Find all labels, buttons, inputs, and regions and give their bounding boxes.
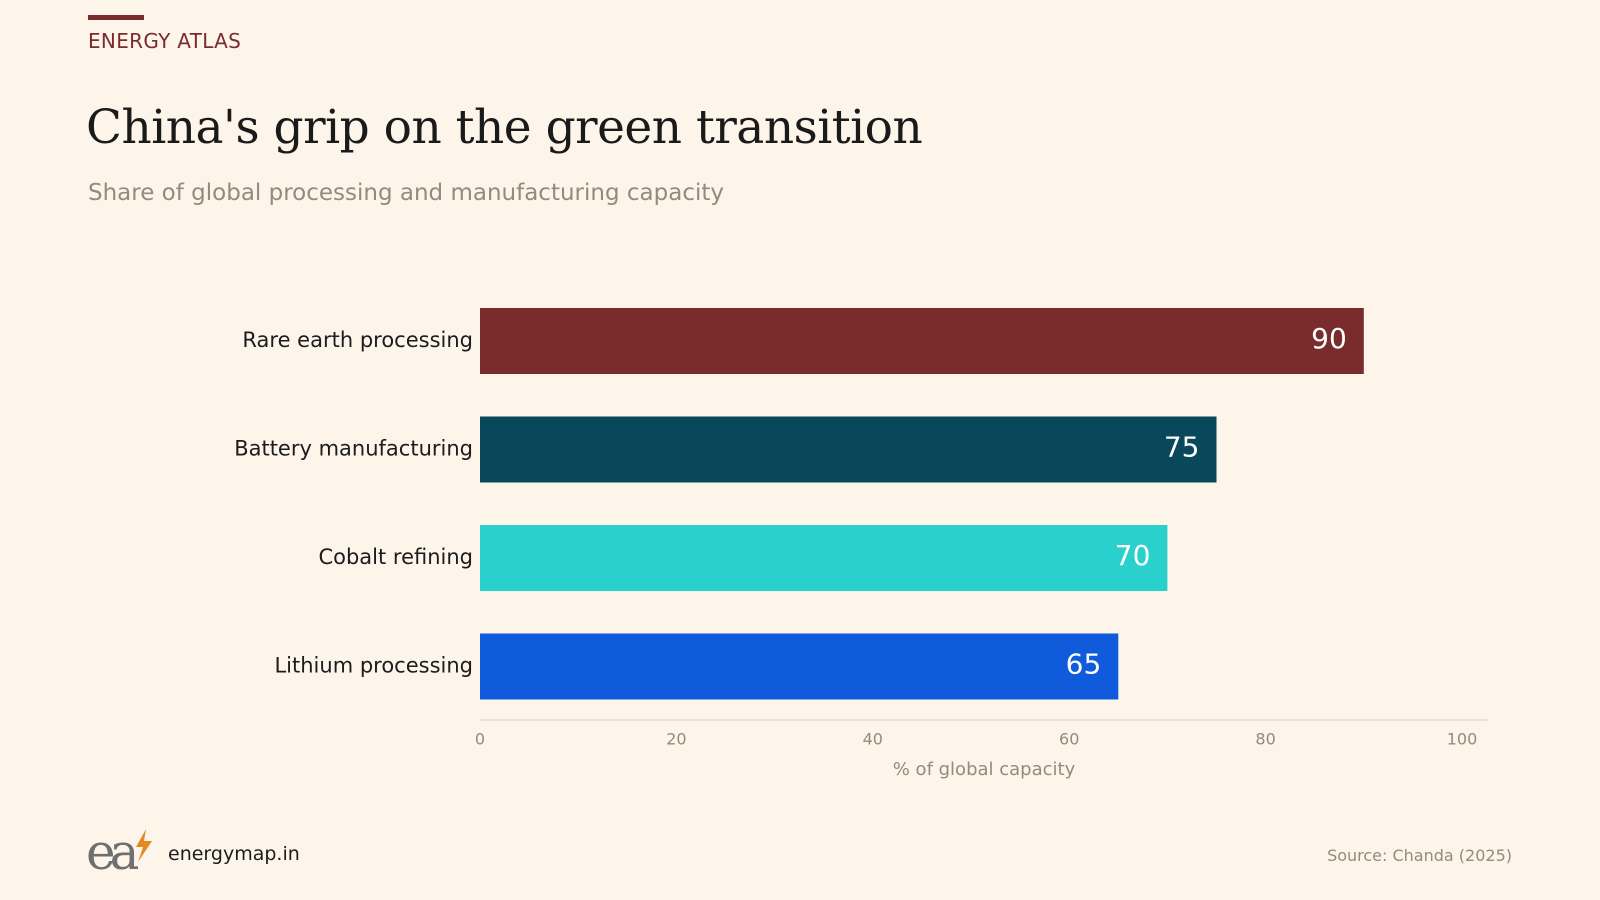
x-tick-label: 60 [1059,730,1079,749]
x-axis-title: % of global capacity [893,759,1076,780]
data-label: 90 [1311,322,1347,355]
data-label: 65 [1066,648,1102,681]
energy-atlas-logo-icon: ea [86,826,152,876]
category-label: Cobalt refining [318,545,473,569]
chart-subtitle: Share of global processing and manufactu… [88,180,724,206]
x-tick-label: 0 [475,730,485,749]
category-label: Battery manufacturing [234,437,473,461]
x-tick-label: 20 [666,730,686,749]
bar-3 [480,525,1168,591]
chart-title: China's grip on the green transition [86,100,923,155]
bar-chart: Rare earth processing 90 Battery manufactu… [234,308,1488,780]
x-tick-label: 100 [1447,730,1478,749]
bar-1 [480,308,1364,374]
x-tick-label: 80 [1255,730,1275,749]
kicker-accent-bar [88,15,144,20]
data-label: 75 [1164,431,1200,464]
x-tick-label: 40 [863,730,883,749]
category-label: Rare earth processing [242,328,473,352]
category-label: Lithium processing [274,654,473,678]
footer-source: Source: Chanda (2025) [1327,846,1512,865]
svg-text:ea: ea [86,826,139,876]
kicker: ENERGY ATLAS [88,29,242,53]
bar-2 [480,416,1217,483]
bar-4 [480,633,1119,700]
footer-site-link[interactable]: energymap.in [168,843,300,865]
data-label: 70 [1115,539,1151,572]
